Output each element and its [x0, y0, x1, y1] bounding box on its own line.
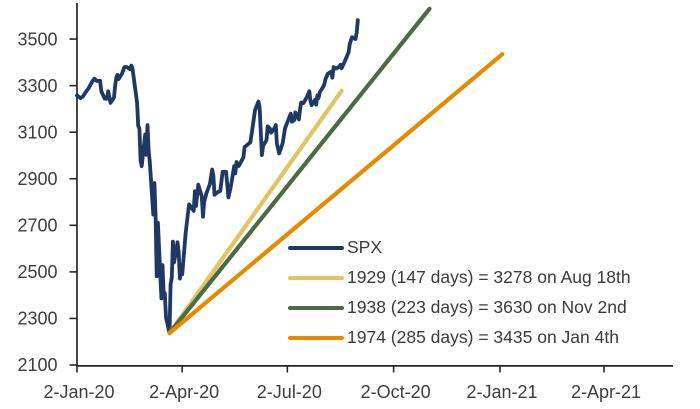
legend-swatch-1974 [288, 335, 344, 341]
y-tick-label: 2700 [17, 216, 57, 236]
y-tick-label: 2300 [17, 309, 57, 329]
legend-item-1938: 1938 (223 days) = 3630 on Nov 2nd [288, 293, 631, 323]
x-tick-label: 2-Jan-20 [43, 382, 114, 402]
legend-swatch-spx [288, 245, 344, 251]
series-line-3 [167, 52, 505, 336]
series-line-1 [167, 88, 344, 336]
legend-swatch-1929 [288, 275, 344, 281]
legend-label-spx: SPX [347, 237, 383, 258]
legend-swatch-1938 [288, 305, 344, 311]
y-tick-label: 3100 [17, 122, 57, 142]
x-tick-label: 2-Apr-20 [149, 382, 219, 402]
y-tick-label: 2900 [17, 169, 57, 189]
chart-legend: SPX 1929 (147 days) = 3278 on Aug 18th 1… [288, 233, 631, 353]
legend-label-1974: 1974 (285 days) = 3435 on Jan 4th [347, 327, 619, 348]
x-tick-label: 2-Jan-21 [466, 382, 537, 402]
y-tick-label: 2100 [17, 355, 57, 375]
legend-item-1929: 1929 (147 days) = 3278 on Aug 18th [288, 263, 631, 293]
legend-label-1929: 1929 (147 days) = 3278 on Aug 18th [347, 267, 631, 288]
legend-item-1974: 1974 (285 days) = 3435 on Jan 4th [288, 323, 631, 353]
legend-item-spx: SPX [288, 233, 631, 263]
y-tick-label: 3500 [17, 29, 57, 49]
series-line-2 [167, 6, 432, 336]
y-tick-label: 2500 [17, 262, 57, 282]
legend-label-1938: 1938 (223 days) = 3630 on Nov 2nd [347, 297, 627, 318]
x-tick-label: 2-Apr-21 [571, 382, 641, 402]
x-tick-label: 2-Jul-20 [257, 382, 322, 402]
x-tick-label: 2-Oct-20 [361, 382, 431, 402]
series-line-0 [75, 18, 360, 336]
y-tick-label: 3300 [17, 76, 57, 96]
